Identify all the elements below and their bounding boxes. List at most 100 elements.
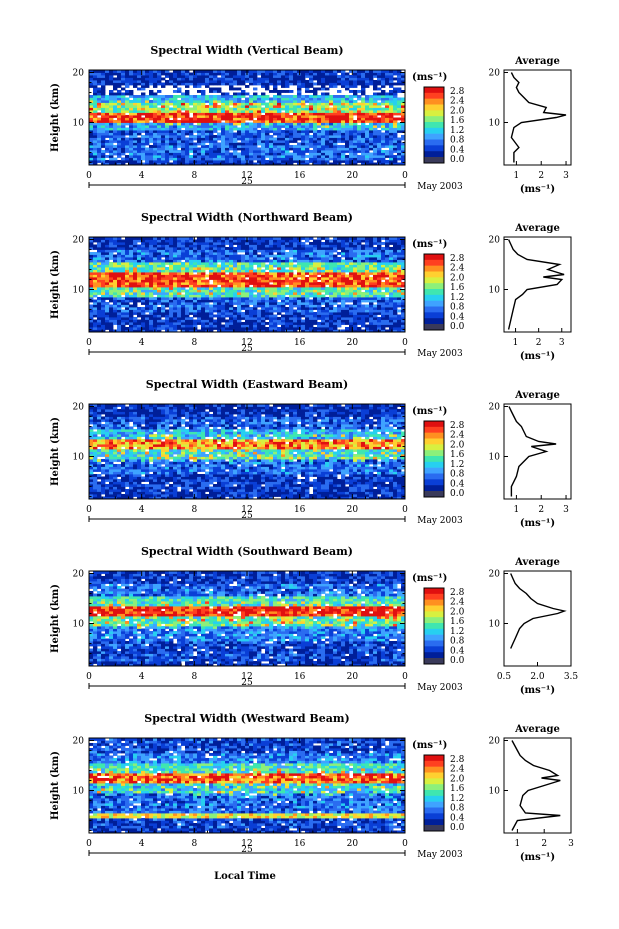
heatmap-cell (393, 95, 398, 98)
heatmap-cell (117, 142, 122, 146)
heatmap-cell (109, 309, 114, 313)
heatmap-cell (101, 100, 106, 103)
heatmap-cell (273, 162, 278, 166)
heatmap-cell (193, 282, 198, 285)
heatmap-cell (393, 327, 398, 330)
heatmap-cell (329, 287, 334, 290)
heatmap-cell (169, 302, 174, 305)
heatmap-cell (185, 262, 190, 265)
heatmap-cell (349, 304, 354, 308)
heatmap-cell (221, 267, 226, 270)
heatmap-cell (321, 122, 326, 126)
heatmap-cell (157, 152, 162, 156)
heatmap-cell (297, 82, 302, 86)
heatmap-cell (237, 72, 242, 76)
heatmap-cell (149, 100, 154, 103)
heatmap-cell (213, 137, 218, 141)
heatmap-cell (313, 135, 318, 138)
heatmap-cell (157, 82, 162, 86)
heatmap-cell (305, 304, 310, 308)
heatmap-cell (221, 324, 226, 328)
heatmap-cell (213, 70, 218, 73)
heatmap-cell (297, 75, 302, 78)
heatmap-cell (201, 259, 206, 263)
heatmap-cell (197, 302, 202, 305)
heatmap-cell (381, 309, 386, 313)
heatmap-cell (97, 150, 102, 153)
heatmap-cell (397, 100, 402, 103)
heatmap-cell (213, 125, 218, 128)
heatmap-cell (117, 329, 122, 333)
heatmap-cell (185, 162, 190, 166)
heatmap-cell (241, 77, 246, 81)
heatmap-cell (145, 112, 150, 116)
heatmap-cell (161, 137, 166, 141)
heatmap-cell (269, 140, 274, 143)
heatmap-cell (369, 117, 374, 121)
heatmap-cell (117, 145, 122, 148)
heatmap-cell (125, 319, 130, 323)
heatmap-cell (213, 289, 218, 293)
heatmap-cell (109, 312, 114, 315)
heatmap-cell (133, 287, 138, 290)
heatmap-cell (221, 92, 226, 96)
heatmap-cell (89, 152, 94, 156)
heatmap-cell (385, 150, 390, 153)
heatmap-cell (349, 112, 354, 116)
heatmap-cell (317, 140, 322, 143)
heatmap-cell (117, 135, 122, 138)
heatmap-cell (281, 274, 286, 278)
heatmap-cell (197, 77, 202, 81)
heatmap-cell (253, 112, 258, 116)
heatmap-cell (357, 319, 362, 323)
heatmap-cell (237, 122, 242, 126)
heatmap-cell (373, 307, 378, 310)
heatmap-cell (241, 95, 246, 98)
heatmap-cell (117, 70, 122, 73)
heatmap-cell (181, 284, 186, 288)
heatmap-cell (273, 329, 278, 333)
heatmap-cell (365, 299, 370, 303)
heatmap-cell (281, 107, 286, 111)
heatmap-cell (121, 100, 126, 103)
heatmap-cell (189, 160, 194, 163)
heatmap-cell (177, 70, 182, 73)
heatmap-cell (257, 80, 262, 83)
heatmap-cell (229, 289, 234, 293)
heatmap-cell (133, 117, 138, 121)
heatmap-cell (201, 279, 206, 283)
heatmap-cell (205, 294, 210, 298)
heatmap-cell (205, 317, 210, 320)
heatmap-cell (221, 274, 226, 278)
heatmap-cell (217, 147, 222, 151)
heatmap-cell (373, 102, 378, 106)
heatmap-cell (233, 112, 238, 116)
heatmap-cell (397, 272, 402, 275)
heatmap-cell (245, 97, 250, 101)
heatmap-cell (277, 309, 282, 313)
heatmap-cell (121, 262, 126, 265)
heatmap-cell (273, 319, 278, 323)
heatmap-cell (157, 150, 162, 153)
heatmap-cell (269, 307, 274, 310)
heatmap-cell (201, 122, 206, 126)
heatmap-cell (317, 284, 322, 288)
heatmap-cell (205, 145, 210, 148)
heatmap-cell (189, 297, 194, 300)
heatmap-cell (253, 282, 258, 285)
heatmap-cell (109, 299, 114, 303)
heatmap-cell (129, 272, 134, 275)
heatmap-cell (165, 112, 170, 116)
heatmap-cell (301, 82, 306, 86)
heatmap-cell (353, 70, 358, 73)
heatmap-cell (97, 284, 102, 288)
colorbar-segment (424, 92, 444, 99)
heatmap-cell (329, 282, 334, 285)
heatmap-cell (189, 264, 194, 268)
heatmap-cell (161, 102, 166, 106)
heatmap-cell (301, 137, 306, 141)
heatmap-cell (257, 107, 262, 111)
heatmap-cell (221, 157, 226, 161)
heatmap-cell (377, 145, 382, 148)
heatmap-cell (229, 122, 234, 126)
